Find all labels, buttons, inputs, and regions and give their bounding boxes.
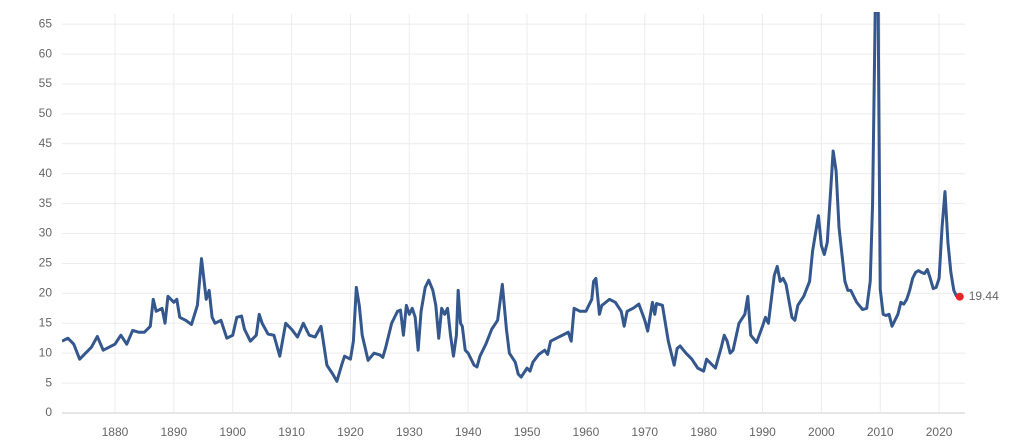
y-tick-label: 10 [39, 345, 53, 359]
y-tick-label: 60 [39, 46, 53, 60]
x-tick-label: 1960 [573, 425, 600, 439]
y-tick-label: 30 [39, 226, 53, 240]
y-tick-label: 5 [45, 375, 52, 389]
x-tick-label: 1890 [160, 425, 187, 439]
x-tick-label: 1900 [219, 425, 246, 439]
y-tick-label: 25 [39, 256, 53, 270]
x-tick-label: 1880 [102, 425, 129, 439]
x-tick-label: 1990 [749, 425, 776, 439]
x-tick-label: 1980 [690, 425, 717, 439]
y-tick-label: 65 [39, 16, 53, 30]
last-point [955, 292, 964, 301]
y-tick-label: 50 [39, 106, 53, 120]
y-tick-label: 55 [39, 76, 53, 90]
x-tick-label: 1940 [455, 425, 482, 439]
x-tick-label: 1970 [631, 425, 658, 439]
y-tick-label: 40 [39, 166, 53, 180]
x-tick-label: 2000 [808, 425, 835, 439]
y-tick-label: 0 [45, 405, 52, 419]
x-tick-label: 1950 [514, 425, 541, 439]
x-tick-label: 2020 [926, 425, 953, 439]
line-series [62, 12, 959, 383]
y-tick-label: 20 [39, 286, 53, 300]
last-value-label: 19.44 [969, 289, 999, 303]
x-tick-label: 1910 [278, 425, 305, 439]
y-tick-label: 35 [39, 196, 53, 210]
x-tick-label: 2010 [867, 425, 894, 439]
x-tick-label: 1930 [396, 425, 423, 439]
y-tick-label: 15 [39, 315, 53, 329]
y-tick-label: 45 [39, 136, 53, 150]
x-tick-label: 1920 [337, 425, 364, 439]
